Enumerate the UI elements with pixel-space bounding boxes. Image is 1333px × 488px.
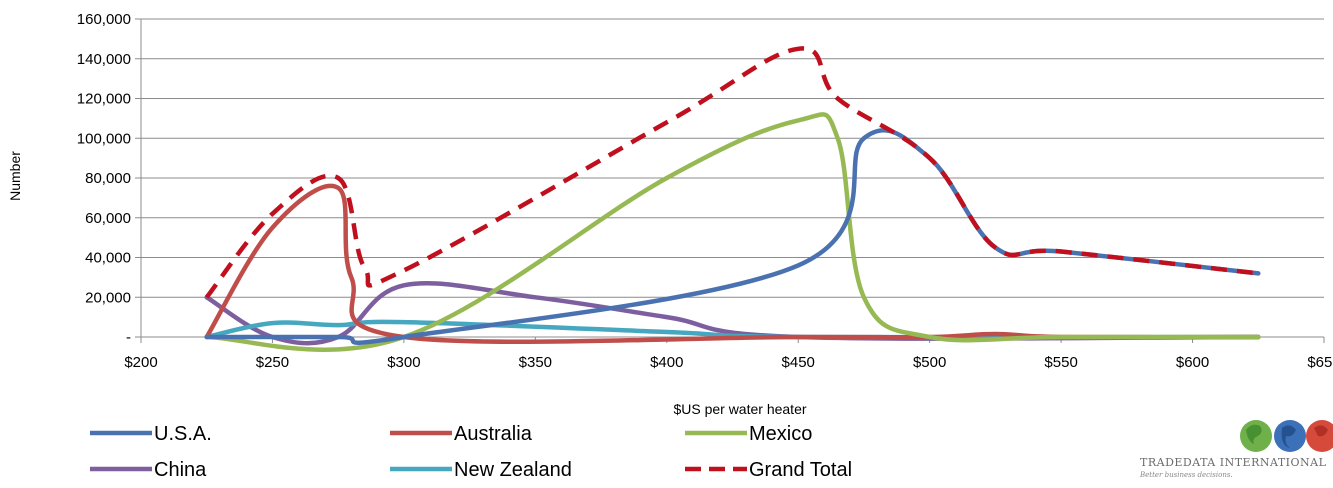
x-tick-label: $250 xyxy=(256,354,289,371)
y-tick-label: 80,000 xyxy=(85,170,131,187)
x-tick-label: $200 xyxy=(124,354,157,371)
y-tick-label: 140,000 xyxy=(77,51,131,68)
x-tick-label: $350 xyxy=(519,354,552,371)
series-line-australia xyxy=(204,183,1261,344)
logo-name: TRADEDATA INTERNATIONAL xyxy=(1140,456,1327,469)
legend-label-u-s-a: U.S.A. xyxy=(154,423,212,445)
legend-label-mexico: Mexico xyxy=(749,423,812,445)
series-line-grand-total xyxy=(204,46,1259,299)
gridlines xyxy=(141,18,1324,298)
y-tick-label: - xyxy=(126,329,131,346)
series-lines xyxy=(204,46,1261,352)
legend-label-new-zealand: New Zealand xyxy=(454,459,572,481)
x-tick-labels: $200 $250 $300 $350 $400 $450 $500 $550 $600 $650 xyxy=(124,354,1333,371)
y-tick-label: 60,000 xyxy=(85,210,131,227)
y-tick-label: 40,000 xyxy=(85,250,131,267)
tradedata-logo: TRADEDATA INTERNATIONAL Better business … xyxy=(1139,420,1333,479)
legend-label-china: China xyxy=(154,459,207,481)
x-tick-label: $600 xyxy=(1176,354,1209,371)
x-tick-label: $500 xyxy=(913,354,946,371)
y-tick-label: 120,000 xyxy=(77,91,131,108)
x-tick-label: $400 xyxy=(650,354,683,371)
y-tick-label: 100,000 xyxy=(77,130,131,147)
y-tick-label: 160,000 xyxy=(77,11,131,28)
y-tick-labels: - 20,000 40,000 60,000 80,000 100,000 120,000 1… xyxy=(77,11,131,346)
x-tick-label: $650 xyxy=(1307,354,1333,371)
legend: U.S.A. Australia Mexico China New Zealand Gra… xyxy=(90,423,852,481)
logo-tagline: Better business decisions. xyxy=(1139,471,1233,479)
y-axis-title: Number xyxy=(7,151,23,201)
legend-label-australia: Australia xyxy=(454,423,533,445)
legend-label-grand-total: Grand Total xyxy=(749,459,852,481)
x-tick-label: $450 xyxy=(782,354,815,371)
series-line-mexico xyxy=(204,112,1261,352)
x-tick-label: $300 xyxy=(387,354,420,371)
x-tick-label: $550 xyxy=(1044,354,1077,371)
x-axis-title: $US per water heater xyxy=(673,401,806,417)
y-tick-label: 20,000 xyxy=(85,289,131,306)
